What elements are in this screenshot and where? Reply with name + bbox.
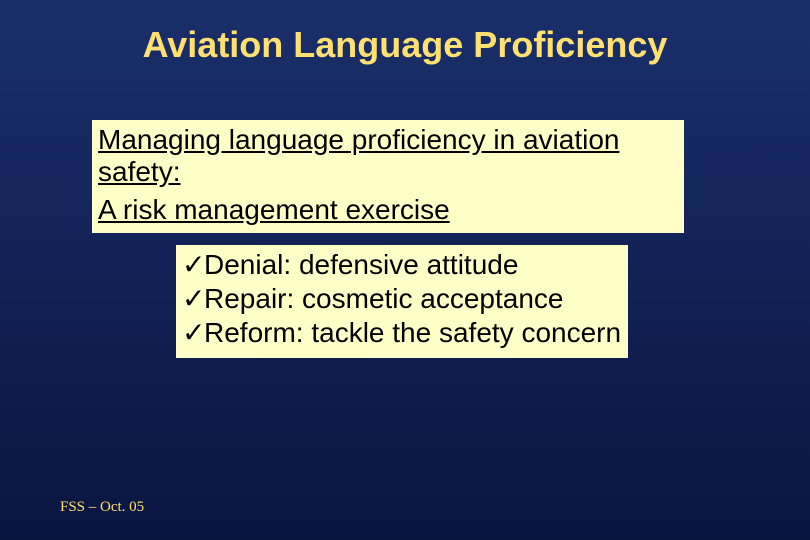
list-item: ✓Repair: cosmetic acceptance [182, 283, 622, 315]
check-icon: ✓ [182, 249, 204, 281]
bullet-box: ✓Denial: defensive attitude ✓Repair: cos… [176, 245, 628, 358]
list-item: ✓Reform: tackle the safety concern [182, 317, 622, 349]
list-item-label: Reform: tackle the safety concern [204, 317, 621, 348]
intro-line-1: Managing language proficiency in aviatio… [98, 124, 678, 188]
footer-text: FSS – Oct. 05 [60, 499, 144, 516]
check-icon: ✓ [182, 317, 204, 349]
intro-box: Managing language proficiency in aviatio… [92, 120, 684, 233]
slide-title: Aviation Language Proficiency [0, 0, 810, 66]
check-icon: ✓ [182, 283, 204, 315]
list-item-label: Denial: defensive attitude [204, 249, 518, 280]
intro-line-2: A risk management exercise [98, 194, 678, 226]
list-item-label: Repair: cosmetic acceptance [204, 283, 564, 314]
list-item: ✓Denial: defensive attitude [182, 249, 622, 281]
